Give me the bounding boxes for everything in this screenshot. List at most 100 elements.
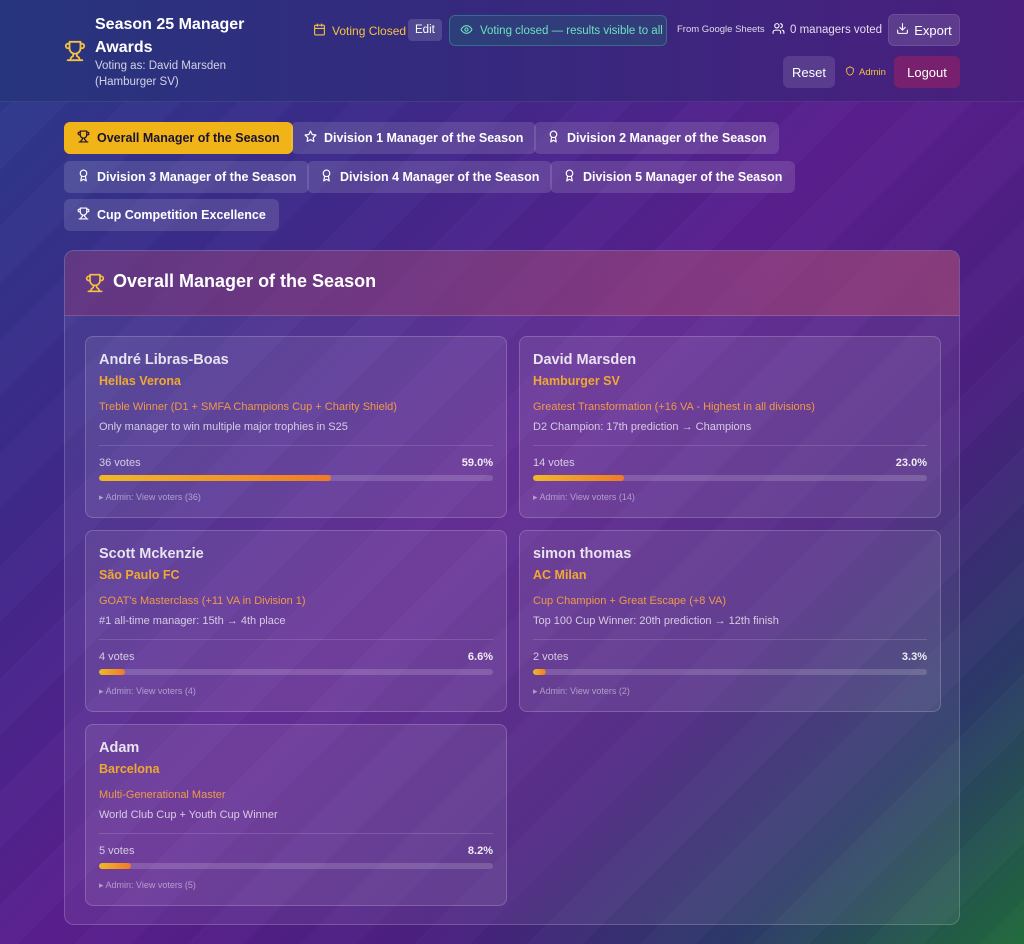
- tab-overall[interactable]: Overall Manager of the Season: [64, 122, 293, 154]
- tab-label: Cup Competition Excellence: [97, 208, 266, 222]
- managers-voted: 0 managers voted: [772, 22, 882, 38]
- award-panel: Overall Manager of the Season André Libr…: [64, 250, 960, 925]
- nominee-description: #1 all-time manager: 15th → 4th place: [99, 615, 286, 627]
- award-icon: [547, 130, 560, 146]
- nominee-achievement: Multi-Generational Master: [99, 789, 226, 801]
- tab-label: Division 3 Manager of the Season: [97, 170, 297, 184]
- logout-button[interactable]: Logout: [894, 56, 960, 88]
- eye-icon: [460, 23, 473, 39]
- nominee-name: simon thomas: [533, 546, 632, 562]
- award-icon: [320, 169, 333, 185]
- vote-percent: 8.2%: [467, 845, 493, 857]
- trophy-icon: [77, 130, 90, 146]
- divider: [99, 833, 493, 834]
- award-icon: [77, 169, 90, 185]
- reset-button[interactable]: Reset: [783, 56, 835, 88]
- vote-count: 5 votes: [99, 845, 135, 857]
- nominee-description: World Club Cup + Youth Cup Winner: [99, 809, 278, 821]
- tab-division-1[interactable]: Division 1 Manager of the Season: [291, 122, 537, 154]
- nominee-card: Scott Mckenzie São Paulo FC GOAT's Maste…: [85, 530, 507, 712]
- app-header: Season 25 Manager Awards Voting as: Davi…: [0, 0, 1024, 102]
- vote-progress-bar: [533, 669, 927, 675]
- export-button[interactable]: Export: [888, 14, 960, 46]
- page-title: Season 25 Manager Awards: [95, 16, 245, 56]
- tab-label: Overall Manager of the Season: [97, 131, 280, 145]
- nominee-card: André Libras-Boas Hellas Verona Treble W…: [85, 336, 507, 518]
- vote-count: 4 votes: [99, 651, 135, 663]
- data-source-label: From Google Sheets: [677, 24, 765, 35]
- vote-percent: 3.3%: [901, 651, 927, 663]
- nominee-achievement: Cup Champion + Great Escape (+8 VA): [533, 595, 727, 607]
- nominee-team: AC Milan: [533, 568, 587, 582]
- tab-cup-competition[interactable]: Cup Competition Excellence: [64, 199, 279, 231]
- vote-percent: 23.0%: [895, 457, 927, 469]
- trophy-icon: [77, 207, 90, 223]
- divider: [533, 445, 927, 446]
- star-icon: [304, 130, 317, 146]
- award-icon: [563, 169, 576, 185]
- nominee-description: D2 Champion: 17th prediction → Champions: [533, 421, 752, 433]
- visibility-status-label: Voting closed — results visible to all: [480, 24, 663, 37]
- nominee-description: Top 100 Cup Winner: 20th prediction → 12…: [533, 615, 779, 627]
- edit-button[interactable]: Edit: [408, 19, 442, 41]
- tab-label: Division 5 Manager of the Season: [583, 170, 783, 184]
- vote-count: 2 votes: [533, 651, 569, 663]
- voting-status: Voting Closed: [313, 22, 406, 40]
- export-label: Export: [914, 22, 952, 38]
- voting-as-label: Voting as: David Marsden (Hamburger SV): [95, 60, 227, 88]
- vote-count: 14 votes: [533, 457, 575, 469]
- vote-progress-bar: [99, 669, 493, 675]
- vote-progress-fill: [533, 669, 546, 675]
- calendar-icon: [313, 23, 326, 39]
- vote-progress-bar: [99, 475, 493, 481]
- trophy-icon: [85, 273, 105, 298]
- users-icon: [772, 22, 785, 38]
- nominee-achievement: GOAT's Masterclass (+11 VA in Division 1…: [99, 595, 306, 607]
- panel-header: Overall Manager of the Season: [65, 251, 959, 316]
- nominee-name: Adam: [99, 740, 140, 756]
- nominee-achievement: Treble Winner (D1 + SMFA Champions Cup +…: [99, 401, 397, 413]
- tab-division-2[interactable]: Division 2 Manager of the Season: [534, 122, 780, 154]
- download-icon: [896, 22, 909, 38]
- vote-percent: 59.0%: [461, 457, 493, 469]
- vote-progress-fill: [99, 863, 132, 869]
- nominee-card: simon thomas AC Milan Cup Champion + Gre…: [519, 530, 941, 712]
- view-voters-link[interactable]: ▸ Admin: View voters (4): [99, 686, 196, 696]
- divider: [533, 639, 927, 640]
- divider: [99, 639, 493, 640]
- panel-title: Overall Manager of the Season: [113, 271, 377, 291]
- tab-division-3[interactable]: Division 3 Manager of the Season: [64, 161, 310, 193]
- admin-label: Admin: [859, 67, 886, 78]
- managers-voted-label: 0 managers voted: [790, 24, 883, 36]
- nominee-team: São Paulo FC: [99, 568, 180, 582]
- vote-progress-fill: [99, 669, 125, 675]
- vote-percent: 6.6%: [467, 651, 493, 663]
- vote-progress-bar: [99, 863, 493, 869]
- tab-division-4[interactable]: Division 4 Manager of the Season: [307, 161, 553, 193]
- view-voters-link[interactable]: ▸ Admin: View voters (36): [99, 492, 201, 502]
- trophy-icon: [64, 40, 86, 62]
- nominee-name: André Libras-Boas: [99, 352, 229, 368]
- nominee-achievement: Greatest Transformation (+16 VA - Highes…: [533, 401, 815, 413]
- view-voters-link[interactable]: ▸ Admin: View voters (5): [99, 880, 196, 890]
- divider: [99, 445, 493, 446]
- tab-label: Division 4 Manager of the Season: [340, 170, 540, 184]
- view-voters-link[interactable]: ▸ Admin: View voters (2): [533, 686, 630, 696]
- shield-icon: [845, 66, 855, 79]
- nominee-team: Barcelona: [99, 762, 160, 776]
- nominee-description: Only manager to win multiple major troph…: [99, 421, 348, 433]
- nominee-name: Scott Mckenzie: [99, 546, 204, 562]
- view-voters-link[interactable]: ▸ Admin: View voters (14): [533, 492, 635, 502]
- voting-status-label: Voting Closed: [332, 24, 407, 38]
- tab-label: Division 1 Manager of the Season: [324, 131, 524, 145]
- vote-count: 36 votes: [99, 457, 141, 469]
- admin-badge: Admin: [845, 66, 886, 79]
- tab-division-5[interactable]: Division 5 Manager of the Season: [550, 161, 796, 193]
- nominee-team: Hellas Verona: [99, 374, 181, 388]
- visibility-status: Voting closed — results visible to all: [449, 15, 667, 46]
- nominee-card: David Marsden Hamburger SV Greatest Tran…: [519, 336, 941, 518]
- vote-progress-fill: [533, 475, 624, 481]
- nominee-card: Adam Barcelona Multi-Generational Master…: [85, 724, 507, 906]
- nominee-name: David Marsden: [533, 352, 637, 368]
- nominee-team: Hamburger SV: [533, 374, 620, 388]
